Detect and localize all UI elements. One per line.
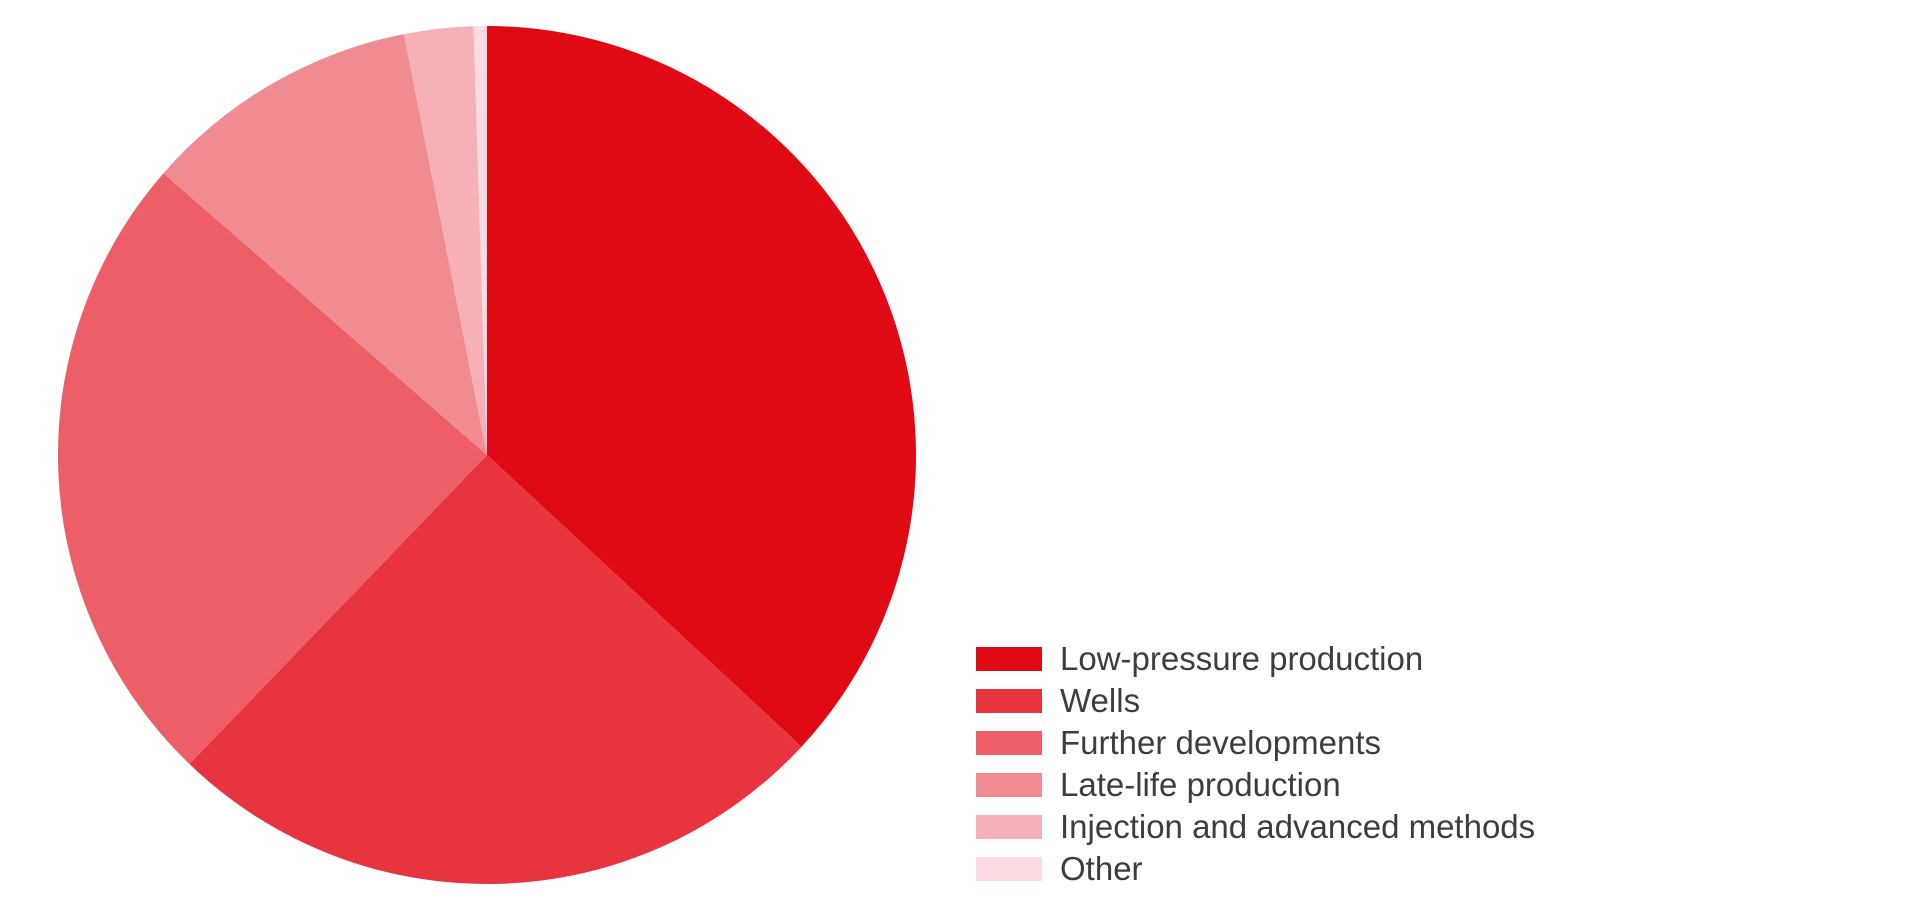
legend-label: Other (1060, 850, 1143, 887)
legend-swatch (976, 815, 1042, 839)
legend-label: Low-pressure production (1060, 640, 1424, 677)
pie-slice-0 (487, 26, 916, 747)
legend-label: Injection and advanced methods (1060, 808, 1536, 845)
legend-item: Low-pressure production (976, 640, 1535, 677)
pie-slice-1 (189, 455, 802, 884)
pie-slice-5 (473, 26, 487, 455)
legend-swatch (976, 647, 1042, 671)
legend-swatch (976, 857, 1042, 881)
legend-item: Wells (976, 682, 1535, 719)
legend-item: Further developments (976, 724, 1535, 761)
pie-slice-3 (163, 34, 487, 456)
legend-swatch (976, 731, 1042, 755)
pie-slice-2 (58, 173, 487, 765)
legend-swatch (976, 773, 1042, 797)
legend-label: Late-life production (1060, 766, 1341, 803)
legend: Low-pressure production Wells Further de… (976, 640, 1536, 887)
legend-item: Late-life production (976, 766, 1535, 803)
pie-chart-svg (58, 26, 916, 884)
legend-label: Wells (1060, 682, 1141, 719)
legend-item: Injection and advanced methods (976, 808, 1536, 845)
pie-slice-4 (403, 26, 487, 456)
legend-label: Further developments (1060, 724, 1381, 761)
legend-item: Other (976, 850, 1535, 887)
pie-chart (58, 26, 916, 884)
legend-swatch (976, 689, 1042, 713)
